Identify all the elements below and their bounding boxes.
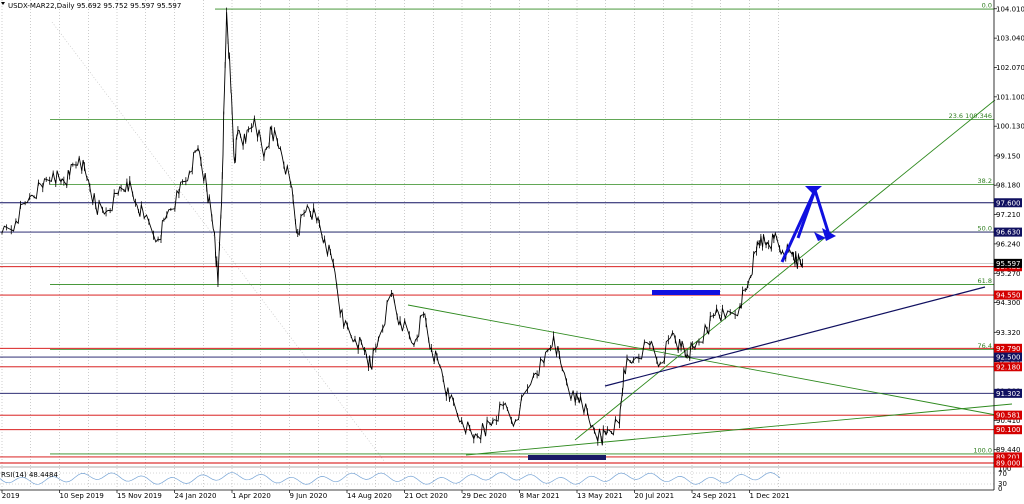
price-tick-label: 93.320 <box>996 329 1021 337</box>
time-tick-label: 24 Jan 2020 <box>175 492 217 500</box>
price-axis: 104.010 103.040 102.070 101.100 100.130 99.15… <box>993 0 1024 490</box>
price-tick-label: 94.300 <box>996 299 1021 307</box>
price-line <box>1 12 803 446</box>
price-series <box>1 7 803 446</box>
time-tick-label: 1 Apr 2020 <box>232 492 271 500</box>
time-tick-label: 14 Aug 2020 <box>347 492 392 500</box>
rsi-line <box>0 472 781 485</box>
fib-level-label: 61.8 <box>978 277 992 285</box>
price-badge-label: 97.600 <box>996 199 1021 207</box>
price-badge-label: 94.550 <box>996 292 1021 300</box>
diagonal-guide <box>51 21 386 463</box>
price-badge <box>994 458 1022 468</box>
price-badge-label: 96.630 <box>996 229 1021 237</box>
price-tick-label: 92.350 <box>996 358 1021 366</box>
support-zone <box>528 455 606 460</box>
arrow-left-head <box>814 232 826 241</box>
vertical-gridlines <box>1 0 779 487</box>
price-badge-label: 89.201 <box>996 453 1021 461</box>
resistance-zone <box>652 290 720 295</box>
time-tick-label: 9 Jun 2020 <box>290 492 328 500</box>
price-badge <box>994 452 1022 462</box>
fib-level-label: 100.0 <box>973 446 992 454</box>
price-badge <box>994 410 1022 420</box>
price-badge <box>994 290 1022 300</box>
time-tick-label: 10 Sep 2019 <box>60 492 104 500</box>
price-badge <box>994 198 1022 208</box>
price-tick-label: 95.270 <box>996 270 1021 278</box>
price-badge <box>994 258 1022 268</box>
price-tick-label: 89.440 <box>996 446 1021 454</box>
time-tick-label: 8 Mar 2021 <box>520 492 560 500</box>
forecast-path-lower <box>796 189 817 239</box>
rsi-axis-label: 100 <box>998 465 1011 473</box>
price-tick-label: 97.210 <box>996 211 1021 219</box>
falling-trendline <box>407 304 1013 419</box>
price-badge <box>994 388 1022 398</box>
price-badge <box>994 343 1022 353</box>
time-tick-label: 15 Nov 2019 <box>117 492 162 500</box>
time-tick-label: 1 Dec 2021 <box>750 492 790 500</box>
price-badge-label: 89.000 <box>996 460 1021 468</box>
price-badge <box>994 227 1022 237</box>
time-axis: 4 Jul 2019 10 Sep 2019 15 Nov 2019 24 Jan 2… <box>0 489 994 500</box>
rising-trendline <box>574 99 996 441</box>
price-tick-label: 103.040 <box>996 35 1024 43</box>
fib-labels: 0.0 23.6 100.346 38.2 50.0 61.8 76.4 100.0 <box>949 2 992 455</box>
price-badge-label: 91.302 <box>996 390 1021 398</box>
trendlines <box>407 99 1013 456</box>
rsi-label: RSI(14) 48.4484 <box>1 471 58 479</box>
menu-arrow-icon[interactable] <box>1 2 5 5</box>
fib-level-label: 50.0 <box>978 225 992 233</box>
forecast-arrows <box>780 185 836 263</box>
price-tick-label: 99.150 <box>996 152 1021 160</box>
rsi-axis-label: 30 <box>998 480 1007 488</box>
price-badge-label: 90.100 <box>996 426 1021 434</box>
diagonal-guide-line <box>51 21 386 463</box>
price-tick-label: 102.070 <box>996 64 1024 72</box>
time-tick-label: 21 Oct 2020 <box>405 492 448 500</box>
price-badge <box>994 362 1022 372</box>
time-tick-label: 24 Sep 2021 <box>692 492 736 500</box>
price-badge-label: 90.581 <box>996 412 1021 420</box>
price-tick-label: 101.100 <box>996 93 1024 101</box>
time-tick-label: 4 Jul 2019 <box>0 492 20 500</box>
rsi-axis-label: 70 <box>998 470 1007 478</box>
fib-level-label: 0.0 <box>982 2 992 10</box>
price-tick-label: 90.410 <box>996 417 1021 425</box>
fib-level-label: 38.2 <box>978 177 992 185</box>
price-badge-label: 95.597 <box>996 260 1021 268</box>
horizontal-levels <box>0 8 994 464</box>
price-badge-label: 92.790 <box>996 345 1021 353</box>
price-tick-label: 96.240 <box>996 240 1021 248</box>
rsi-axis-label: 0 <box>998 485 1002 493</box>
chart-title: USDX-MAR22,Daily 95.692 95.752 95.597 95… <box>8 2 181 10</box>
price-badge-label: 92.500 <box>996 354 1021 362</box>
long-support-trendline <box>465 403 1013 456</box>
price-tick-label: 98.180 <box>996 182 1021 190</box>
time-tick-label: 20 Jul 2021 <box>635 492 675 500</box>
fib-level-label: 23.6 100.346 <box>949 112 992 120</box>
price-badge <box>994 352 1022 362</box>
time-tick-label: 13 May 2021 <box>577 492 623 500</box>
price-badge-label: 92.180 <box>996 363 1021 371</box>
blue-trendline <box>604 286 986 387</box>
price-tick-label: 100.130 <box>996 123 1024 131</box>
price-tick-label: 104.010 <box>996 5 1024 13</box>
price-badge <box>994 425 1022 435</box>
chart-header: USDX-MAR22,Daily 95.692 95.752 95.597 95… <box>1 2 181 479</box>
arrow-up-head <box>805 186 822 194</box>
time-tick-label: 29 Dec 2020 <box>462 492 507 500</box>
zone-rectangles <box>528 290 720 460</box>
fib-level-label: 76.4 <box>978 342 992 350</box>
